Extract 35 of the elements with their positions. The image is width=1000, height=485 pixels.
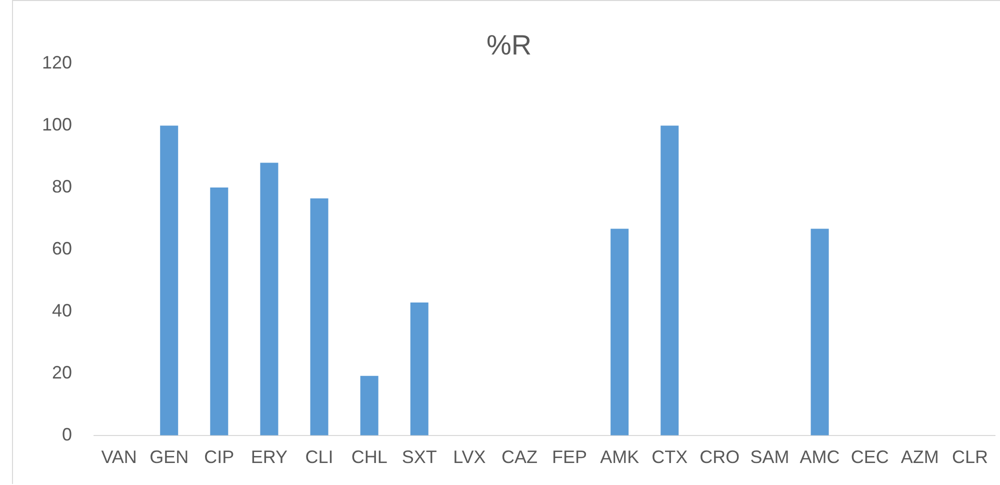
x-tick-label: AMC	[800, 447, 840, 468]
y-tick-label: 20	[52, 362, 72, 382]
x-tick-label: CTX	[652, 447, 688, 468]
x-tick-label: SAM	[750, 447, 790, 468]
x-tick-label: SXT	[402, 447, 437, 468]
bar	[810, 228, 829, 436]
bar	[610, 228, 629, 436]
bar	[260, 162, 278, 436]
x-tick-label: GEN	[150, 447, 189, 468]
x-tick-label: CLR	[952, 447, 988, 468]
chart-title: %R	[486, 30, 532, 61]
x-tick-label: CEC	[850, 447, 889, 468]
x-tick-label: AMK	[600, 447, 640, 468]
bar	[210, 188, 228, 436]
bar	[660, 126, 679, 436]
y-tick-label: 120	[42, 52, 72, 73]
x-tick-label: VAN	[101, 447, 137, 468]
y-tick-label: 100	[42, 114, 72, 135]
x-tick-label: CLI	[305, 447, 334, 468]
x-tick-label: CAZ	[501, 447, 538, 468]
y-tick-label: 0	[62, 424, 72, 444]
y-tick-label: 60	[52, 238, 72, 258]
x-tick-label: FEP	[552, 447, 588, 468]
y-tick-label: 40	[52, 300, 72, 320]
x-tick-label: AZM	[900, 447, 939, 468]
bar	[160, 126, 178, 436]
x-tick-label: CIP	[204, 447, 234, 468]
x-tick-label: CHL	[351, 447, 388, 468]
x-tick-label: LVX	[453, 447, 486, 468]
bar	[410, 302, 428, 436]
x-tick-label: ERY	[250, 447, 288, 468]
bar	[310, 198, 328, 436]
x-tick-label: CRO	[700, 447, 740, 468]
bar	[360, 376, 378, 436]
y-tick-label: 80	[52, 176, 72, 196]
